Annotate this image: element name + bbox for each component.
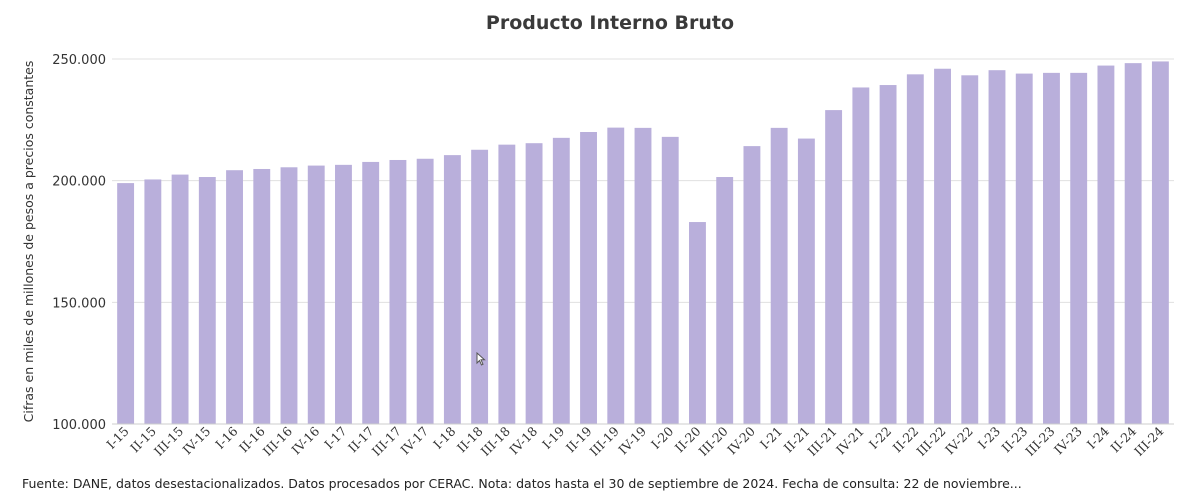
x-tick-label: III-15 <box>151 424 186 459</box>
x-tick-label: I-21 <box>757 424 785 452</box>
bar <box>852 87 870 424</box>
bar <box>253 168 271 424</box>
bar <box>934 68 951 424</box>
x-tick-label: IV-15 <box>180 424 214 458</box>
bar <box>1015 73 1033 424</box>
x-tick-label: III-17 <box>369 423 404 458</box>
bar <box>416 158 434 424</box>
x-tick-label: I-15 <box>103 424 131 452</box>
x-tick-label: I-20 <box>648 423 676 451</box>
chart-svg: Producto Interno Bruto Cifras en miles de… <box>21 12 1174 459</box>
bar <box>171 174 189 424</box>
source-note: Fuente: DANE, datos desestacionalizados.… <box>22 476 1022 491</box>
bar <box>144 179 162 424</box>
x-tick-label: IV-19 <box>615 423 649 457</box>
bar <box>525 143 543 424</box>
bar <box>716 177 734 424</box>
x-tick-label: I-22 <box>866 424 894 452</box>
bar <box>335 164 352 424</box>
bar <box>770 127 788 424</box>
bar <box>307 165 325 424</box>
bar <box>988 70 1006 425</box>
x-tick-label: IV-23 <box>1051 423 1085 457</box>
x-tick-label: IV-20 <box>724 423 758 457</box>
bar <box>1043 72 1060 425</box>
bar <box>198 177 216 424</box>
bar <box>362 161 380 424</box>
x-tick-label: I-19 <box>539 423 567 451</box>
x-tick-label: IV-22 <box>942 424 976 458</box>
x-tick-label: III-19 <box>587 423 622 458</box>
x-tick-label: IV-18 <box>506 423 540 457</box>
x-tick-label: I-18 <box>430 423 458 451</box>
bar <box>661 136 679 424</box>
x-tick-label: III-16 <box>260 423 295 458</box>
x-tick-label: III-24 <box>1131 423 1166 458</box>
bar <box>797 138 815 424</box>
bar <box>389 159 407 424</box>
x-tick-label: I-23 <box>975 423 1003 451</box>
y-tick-label: 100.000 <box>52 418 106 433</box>
x-tick-label: IV-21 <box>833 424 867 458</box>
mouse-cursor-icon <box>476 352 486 366</box>
y-tick-label: 150.000 <box>52 296 106 311</box>
bar <box>634 127 652 424</box>
bar <box>1097 65 1115 424</box>
y-axis-label: Cifras en miles de millones de pesos a p… <box>21 61 36 423</box>
bar <box>743 146 761 424</box>
bar <box>443 155 461 424</box>
x-tick-label: IV-17 <box>397 423 431 457</box>
bar <box>580 132 597 424</box>
bar <box>280 167 298 425</box>
chart: Producto Interno Bruto Cifras en miles de… <box>21 12 1174 459</box>
bar <box>825 110 843 424</box>
x-tick-label: III-22 <box>913 424 948 459</box>
x-tick-label: III-18 <box>478 423 513 458</box>
x-tick-label: I-24 <box>1084 423 1112 451</box>
bar <box>552 137 570 424</box>
chart-title: Producto Interno Bruto <box>486 12 734 34</box>
bar <box>906 74 924 424</box>
x-tick-label: I-16 <box>212 423 240 451</box>
y-tick-label: 250.000 <box>52 53 106 68</box>
bar <box>879 85 897 424</box>
bar <box>117 183 135 424</box>
bar <box>607 127 625 425</box>
x-tick-label: III-20 <box>695 423 730 458</box>
x-tick-label: I-17 <box>321 423 349 451</box>
x-tick-label: IV-16 <box>288 423 322 457</box>
x-tick-label: III-21 <box>804 424 839 459</box>
bar <box>226 170 243 424</box>
bar <box>961 75 979 424</box>
bar <box>1070 72 1088 425</box>
y-tick-label: 200.000 <box>52 175 106 190</box>
bar <box>1124 63 1142 425</box>
bar <box>1151 61 1169 424</box>
bar <box>689 222 706 424</box>
bar <box>471 149 489 424</box>
bar <box>498 144 516 425</box>
x-tick-label: III-23 <box>1022 423 1057 458</box>
